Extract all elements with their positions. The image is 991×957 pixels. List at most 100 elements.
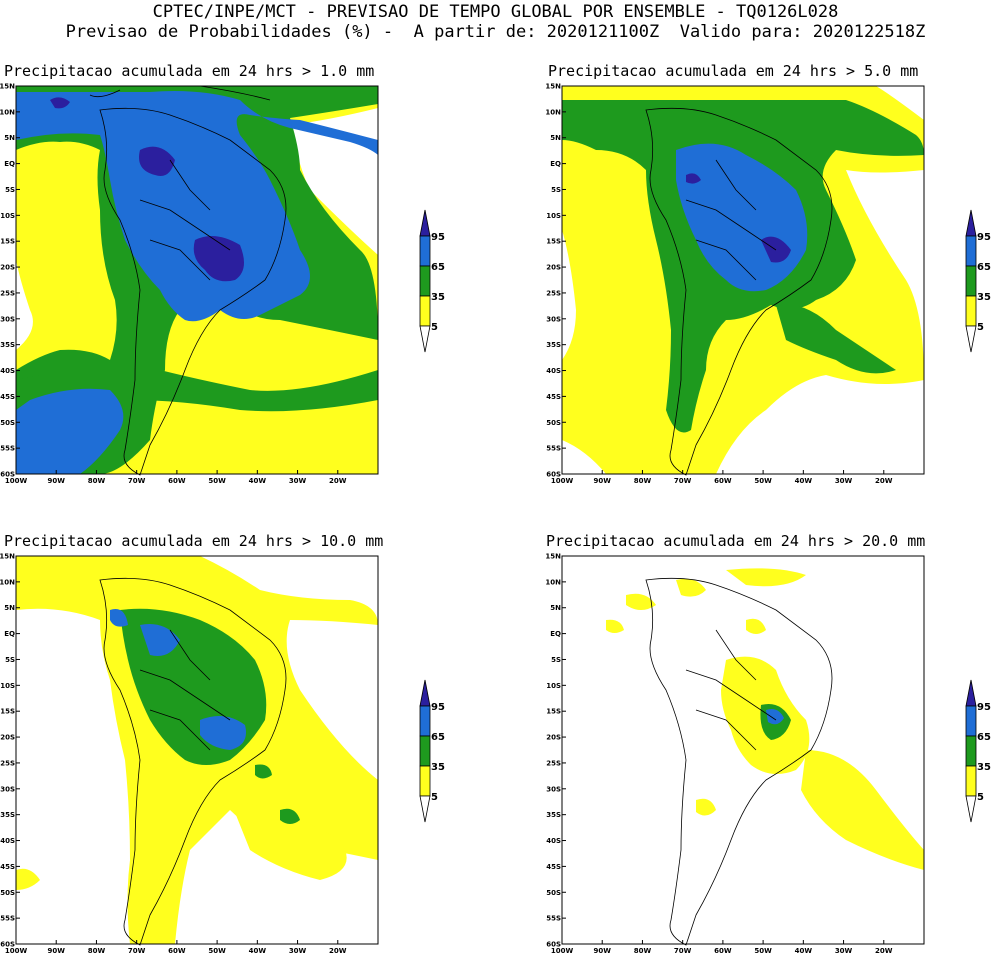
map-frame <box>561 85 925 475</box>
coastlines-borders <box>645 107 833 476</box>
lat-label: 55S <box>546 915 561 923</box>
lat-label: 50S <box>546 889 561 897</box>
lat-label: 15N <box>546 83 561 91</box>
legend-swatch-35 <box>965 265 977 297</box>
panel-1-title: Precipitacao acumulada em 24 hrs > 1.0 m… <box>4 62 375 80</box>
lon-label: 30W <box>289 947 307 955</box>
legend-swatch-5 <box>419 765 431 797</box>
lat-label: EQ <box>4 630 15 638</box>
lat-label: 55S <box>0 445 15 453</box>
panel-4-title: Precipitacao acumulada em 24 hrs > 20.0 … <box>546 532 926 550</box>
map-panel-1: 15N 10N 5N EQ 5S 10S 15S 20S 25S 30S 35S 40S 45S 50S 5… <box>0 83 379 485</box>
lat-label: 25S <box>546 759 561 767</box>
legend-label: 35 <box>977 292 991 303</box>
lat-label: 30S <box>546 785 561 793</box>
lat-label: 40S <box>0 367 15 375</box>
legend-label: 95 <box>431 232 445 243</box>
lat-label: 60S <box>546 471 561 479</box>
legend-label: 65 <box>431 262 445 273</box>
lat-label: EQ <box>550 160 561 168</box>
panel-3-title: Precipitacao acumulada em 24 hrs > 10.0 … <box>4 532 384 550</box>
legend-label: 35 <box>431 762 445 773</box>
lat-label: 20S <box>546 264 561 272</box>
legend-label: 65 <box>977 732 991 743</box>
panel-2-title: Precipitacao acumulada em 24 hrs > 5.0 m… <box>548 62 919 80</box>
lon-label: 100W <box>551 947 574 955</box>
lat-label: 5N <box>4 134 15 142</box>
lat-label: 45S <box>0 393 15 401</box>
lon-label: 40W <box>795 947 813 955</box>
lat-label: 60S <box>0 941 15 949</box>
lat-label: 35S <box>546 341 561 349</box>
lat-label: 30S <box>0 315 15 323</box>
lon-label: 40W <box>249 947 267 955</box>
lon-label: 90W <box>593 477 611 485</box>
lon-label: 80W <box>634 477 652 485</box>
legend-swatch-5 <box>965 765 977 797</box>
lat-label: 50S <box>0 419 15 427</box>
lon-label: 40W <box>249 477 267 485</box>
legend-swatch-top <box>419 209 431 237</box>
lat-label: 15N <box>0 553 15 561</box>
lat-label: 30S <box>546 315 561 323</box>
lon-label: 70W <box>674 477 692 485</box>
legend-swatch-5 <box>419 295 431 327</box>
lat-label: 10S <box>0 682 15 690</box>
lon-label: 20W <box>329 477 347 485</box>
lon-label: 60W <box>168 477 186 485</box>
header-line-1: CPTEC/INPE/MCT - PREVISAO DE TEMPO GLOBA… <box>152 2 839 22</box>
lon-label: 100W <box>5 477 28 485</box>
lon-label: 60W <box>168 947 186 955</box>
lon-label: 50W <box>754 477 772 485</box>
legend-label: 65 <box>431 732 445 743</box>
lat-label: 45S <box>0 863 15 871</box>
legend-swatch-65 <box>419 705 431 737</box>
lat-label: 35S <box>0 341 15 349</box>
lon-label: 60W <box>714 947 732 955</box>
lon-label: 30W <box>835 477 853 485</box>
lat-label: 10N <box>0 108 15 116</box>
lat-label: 15S <box>546 238 561 246</box>
lat-label: 5S <box>551 656 561 664</box>
color-legend-3: 95 65 35 5 <box>419 679 445 823</box>
coastlines-borders <box>645 577 833 946</box>
lon-label: 80W <box>88 477 106 485</box>
lon-label: 20W <box>875 947 893 955</box>
lat-label: 15N <box>546 553 561 561</box>
lon-label: 100W <box>551 477 574 485</box>
legend-label: 35 <box>977 762 991 773</box>
lon-label: 90W <box>47 477 65 485</box>
lon-label: 70W <box>128 947 146 955</box>
map-frame <box>561 555 925 945</box>
coastlines-borders <box>99 577 287 946</box>
legend-swatch-bottom <box>965 325 977 353</box>
lat-label: EQ <box>550 630 561 638</box>
legend-swatch-5 <box>965 295 977 327</box>
lat-label: 5S <box>5 656 15 664</box>
color-legend-2: 95 65 35 5 <box>965 209 991 353</box>
lat-label: 10S <box>0 212 15 220</box>
legend-swatch-35 <box>419 735 431 767</box>
lon-label: 80W <box>634 947 652 955</box>
lat-label: 55S <box>546 445 561 453</box>
lat-label: 15N <box>0 83 15 91</box>
lat-label: 20S <box>0 734 15 742</box>
legend-swatch-35 <box>419 265 431 297</box>
lat-label: 25S <box>0 759 15 767</box>
lat-label: 10S <box>546 212 561 220</box>
lat-label: 40S <box>0 837 15 845</box>
legend-label: 5 <box>977 792 984 803</box>
lon-label: 50W <box>208 947 226 955</box>
lat-label: 15S <box>0 708 15 716</box>
lon-label: 40W <box>795 477 813 485</box>
lat-label: 20S <box>546 734 561 742</box>
legend-label: 5 <box>977 322 984 333</box>
legend-swatch-35 <box>965 735 977 767</box>
lon-label: 90W <box>47 947 65 955</box>
lat-label: 35S <box>546 811 561 819</box>
map-panel-2: 15N 10N 5N EQ 5S 10S 15S 20S 25S 30S 35S 40S 45S 50S 5… <box>546 83 925 485</box>
lat-label: 10N <box>546 578 561 586</box>
legend-swatch-65 <box>419 235 431 267</box>
lon-label: 60W <box>714 477 732 485</box>
lat-label: EQ <box>4 160 15 168</box>
